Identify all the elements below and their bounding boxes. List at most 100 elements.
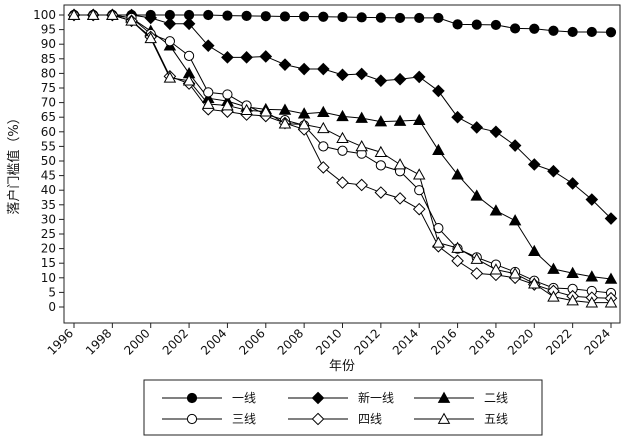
data-point [508,214,522,226]
legend-marker [311,412,325,426]
legend-marker [186,392,198,404]
data-point [202,97,215,109]
data-point [183,50,195,61]
data-point [489,125,503,139]
legend-label: 三线 [232,412,256,426]
data-point [547,164,560,178]
y-tick-label: 10 [41,271,56,285]
data-point [375,160,386,171]
data-point [374,186,388,199]
series-5 [67,8,618,305]
legend-label: 四线 [358,412,382,426]
data-point [278,58,292,71]
data-point [529,23,540,34]
y-tick-label: 80 [41,66,56,80]
data-point [585,270,599,282]
data-point [528,244,541,257]
legend-marker [186,413,198,425]
legend-label: 二线 [484,391,508,405]
data-point [336,176,349,189]
x-tick-label: 2002 [160,326,191,357]
data-point [489,204,503,216]
data-point [259,50,273,63]
y-tick-label: 90 [41,37,56,51]
data-point [585,296,599,308]
data-point [585,193,599,206]
data-point [355,111,368,123]
x-tick-label: 2008 [275,326,306,357]
data-point [470,121,484,134]
data-point [164,36,175,47]
data-point [278,103,292,115]
data-point [433,12,444,24]
x-tick-label: 2012 [351,326,382,357]
data-point [412,113,426,125]
data-point [222,89,233,100]
data-point [604,272,618,284]
data-point [451,110,464,124]
data-point [528,277,541,289]
data-point [604,212,618,225]
legend-item: 三线 [162,412,256,426]
legend-item: 五线 [414,412,508,426]
data-point [317,62,330,76]
data-point [221,99,234,111]
x-tick-label: 2016 [428,326,459,357]
legend-marker [437,412,451,424]
data-point [182,17,196,31]
y-tick-label: 100 [33,8,56,22]
y-tick-label: 5 [48,285,56,299]
data-point [337,11,348,23]
data-point [318,141,329,152]
data-point [144,31,157,44]
data-point [394,12,406,24]
x-tick-label: 2020 [505,326,536,357]
y-tick-label: 20 [41,242,56,256]
data-point [240,103,253,116]
data-point [604,296,618,308]
data-point [337,145,348,156]
y-tick-label: 30 [41,212,56,226]
data-point [144,11,158,25]
data-point [203,87,214,98]
data-point [412,168,426,180]
data-point [374,145,388,158]
data-point [393,158,407,170]
y-tick-label: 15 [41,256,56,270]
data-point [203,9,214,21]
y-tick-label: 65 [41,110,56,124]
data-point [451,241,464,253]
data-point [86,8,100,20]
data-point [355,178,368,192]
data-point [452,19,463,30]
data-point [221,51,234,64]
legend-item: 二线 [414,391,508,405]
data-point [374,115,388,127]
data-point [586,26,597,38]
legend-label: 五线 [484,412,508,426]
data-point [336,68,349,82]
data-point [489,263,503,275]
data-point [260,11,271,22]
series-6 [67,8,618,308]
data-point [432,236,445,248]
data-point [241,10,252,21]
data-point [432,84,445,98]
x-tick-label: 2006 [236,326,267,357]
y-tick-label: 55 [41,139,56,153]
data-point [297,118,311,130]
data-point [67,8,81,20]
data-point [548,25,559,36]
data-point [471,19,482,30]
x-tick-label: 1998 [83,326,114,357]
data-point [106,8,119,20]
data-point [566,266,579,278]
data-point [490,19,502,31]
data-point [547,290,560,302]
axis-ticks: 0510152025303540455055606570758085909510… [33,8,613,358]
data-point [470,252,483,264]
data-point [317,121,330,134]
